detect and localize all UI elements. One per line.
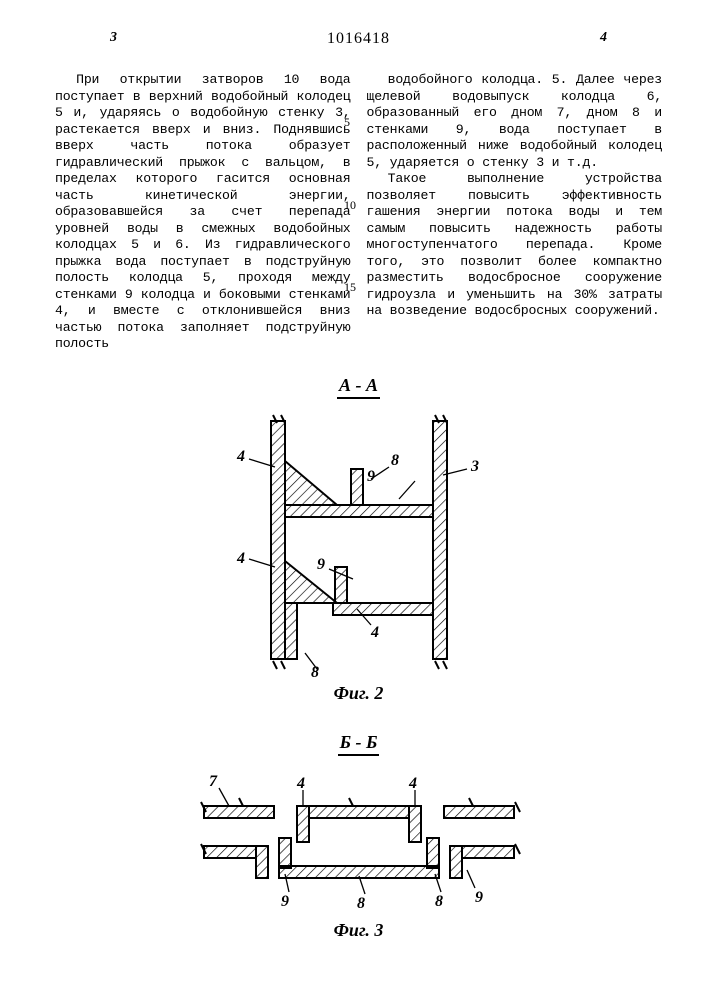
fig3-label-9: 9 [281, 893, 289, 910]
line-number: 5 [344, 115, 350, 130]
figure-2: А - А [55, 375, 662, 704]
fig3-label-8: 8 [357, 895, 365, 912]
paragraph: водобойного колодца. 5. Далее через щеле… [367, 72, 663, 171]
figure-3-svg: 7 4 4 9 8 8 9 [179, 766, 539, 916]
page-number-right: 4 [600, 30, 607, 46]
figure-2-caption: Фиг. 2 [55, 683, 662, 704]
fig2-label-3: 3 [470, 458, 479, 475]
fig3-label-4: 4 [408, 775, 417, 792]
paragraph: При открытии затворов 10 вода поступает … [55, 72, 351, 353]
column-right: водобойного колодца. 5. Далее через щеле… [367, 72, 663, 353]
text-columns: При открытии затворов 10 вода поступает … [55, 72, 662, 353]
fig3-label-7: 7 [209, 773, 218, 790]
fig3-label-4: 4 [296, 775, 305, 792]
fig3-label-9: 9 [475, 889, 483, 906]
figure-3-title: Б - Б [338, 732, 380, 756]
fig2-label-4: 4 [236, 550, 245, 567]
fig2-label-9: 9 [367, 468, 375, 485]
fig2-label-9: 9 [317, 556, 325, 573]
line-number: 10 [344, 198, 356, 213]
fig2-label-8: 8 [311, 664, 319, 679]
figure-3: Б - Б [55, 732, 662, 941]
fig2-label-4: 4 [236, 448, 245, 465]
fig2-label-8: 8 [391, 452, 399, 469]
column-left: При открытии затворов 10 вода поступает … [55, 72, 351, 353]
figure-2-svg: 4 4 3 8 9 9 8 4 [229, 409, 489, 679]
page-header: 3 1016418 4 [55, 30, 662, 60]
line-number: 15 [344, 280, 356, 295]
fig2-label-4: 4 [370, 624, 379, 641]
figure-3-caption: Фиг. 3 [55, 920, 662, 941]
figure-2-title: А - А [337, 375, 380, 399]
paragraph: Такое выполнение устройства позволяет по… [367, 171, 663, 320]
document-number: 1016418 [55, 30, 662, 48]
fig3-label-8: 8 [435, 893, 443, 910]
